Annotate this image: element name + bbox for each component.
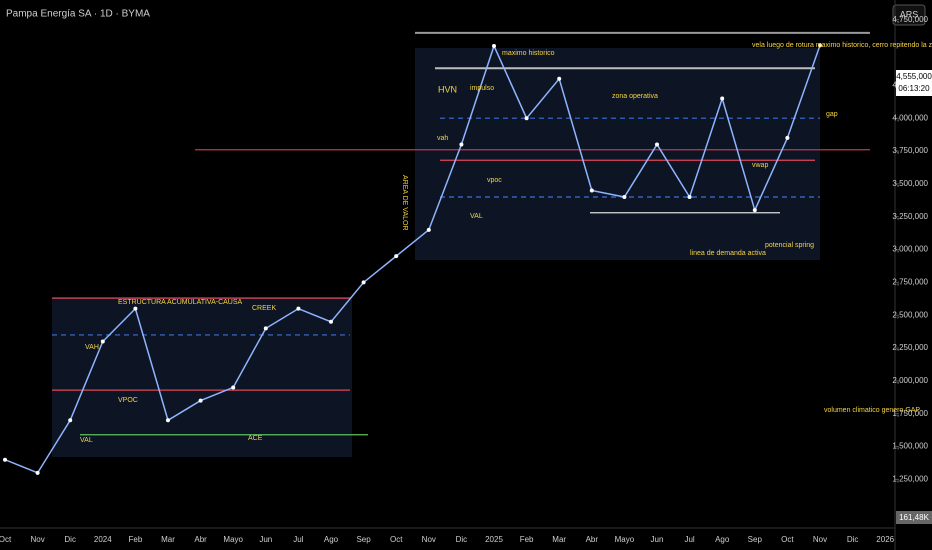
x-tick-label: Oct: [390, 535, 403, 544]
y-tick-label: 2,000,000: [892, 376, 928, 385]
x-tick-label: 2026: [876, 535, 894, 544]
x-tick-label: Jun: [259, 535, 272, 544]
x-tick-label: Dic: [64, 535, 76, 544]
price-point: [459, 142, 464, 147]
price-point: [100, 339, 105, 344]
price-point: [818, 43, 822, 48]
volume-profile-zone: [415, 48, 820, 260]
price-point: [263, 326, 268, 331]
x-tick-label: Oct: [781, 535, 794, 544]
x-tick-label: Feb: [520, 535, 534, 544]
price-point: [329, 319, 333, 324]
y-tick-label: 1,500,000: [892, 442, 928, 451]
volume-tag-text: 161,48K: [899, 513, 929, 522]
annotation: VAL: [470, 213, 483, 220]
y-tick-label: 1,750,000: [892, 409, 928, 418]
x-tick-label: Oct: [0, 535, 12, 544]
annotation: gap: [826, 111, 838, 118]
price-point: [166, 418, 170, 423]
x-tick-label: Mayo: [615, 535, 635, 544]
y-tick-label: 4,750,000: [892, 15, 928, 24]
annotation: VAL: [80, 437, 93, 444]
y-tick-label: 2,500,000: [892, 310, 928, 319]
x-tick-label: Nov: [422, 535, 436, 544]
x-tick-label: Dic: [456, 535, 468, 544]
price-point: [133, 306, 138, 311]
price-point: [68, 418, 73, 423]
annotation: vpoc: [487, 177, 502, 184]
x-tick-label: Mar: [552, 535, 566, 544]
price-point: [35, 470, 40, 475]
annotation: zona operativa: [612, 93, 658, 100]
price-tag-countdown: 06:13:20: [898, 84, 930, 93]
price-point: [655, 142, 659, 147]
y-tick-label: 2,750,000: [892, 277, 928, 286]
currency[interactable]: ARS: [900, 9, 919, 19]
annotation: VPOC: [118, 397, 138, 404]
price-tag: [896, 70, 932, 96]
y-tick-label: 3,750,000: [892, 146, 928, 155]
price-point: [361, 280, 366, 285]
annotation: vah: [437, 135, 448, 142]
annotation: ESTRUCTURA ACUMULATIVA-CAUSA: [118, 299, 243, 306]
annotation: volumen climatico genero GAP: [824, 407, 920, 414]
price-point: [752, 208, 757, 213]
x-tick-label: Abr: [586, 535, 599, 544]
x-tick-label: Ago: [715, 535, 730, 544]
price-point: [589, 188, 594, 193]
x-tick-label: Nov: [30, 535, 44, 544]
annotation: linea de demanda activa: [690, 250, 766, 257]
price-point: [492, 43, 496, 48]
price-point: [785, 135, 790, 140]
y-tick-label: 1,250,000: [892, 475, 928, 484]
x-tick-label: 2024: [94, 535, 112, 544]
y-tick-label: 4,000,000: [892, 113, 928, 122]
price-point: [426, 227, 431, 232]
annotation: VAH: [85, 344, 99, 351]
price-point: [687, 195, 692, 200]
annotation: ACE: [248, 435, 263, 442]
price-point: [394, 254, 399, 259]
annotation: vwap: [752, 162, 768, 169]
y-tick-label: 3,000,000: [892, 245, 928, 254]
annotation: CREEK: [252, 305, 276, 312]
price-point: [720, 96, 725, 101]
volume-tag: [896, 511, 932, 524]
x-tick-label: Sep: [748, 535, 763, 544]
annotation: impulso: [470, 85, 494, 92]
y-tick-label: 2,250,000: [892, 343, 928, 352]
x-tick-label: Jul: [293, 535, 303, 544]
price-point: [231, 385, 236, 390]
annotation: HVN: [438, 84, 457, 94]
price-point: [622, 195, 627, 200]
annotation: potencial spring: [765, 242, 814, 249]
y-tick-label: 3,500,000: [892, 179, 928, 188]
y-tick-label: 3,250,000: [892, 212, 928, 221]
x-tick-label: Mar: [161, 535, 175, 544]
x-tick-label: Nov: [813, 535, 827, 544]
x-tick-label: 2025: [485, 535, 503, 544]
price-point: [557, 76, 562, 81]
currency-button[interactable]: [892, 4, 926, 26]
price-point: [296, 306, 301, 311]
x-tick-label: Ago: [324, 535, 339, 544]
price-point: [198, 398, 203, 403]
annotation: maximo historico: [502, 50, 555, 57]
x-tick-label: Jul: [684, 535, 694, 544]
annotation: AREA DE VALOR: [401, 175, 408, 231]
x-tick-label: Sep: [356, 535, 371, 544]
chart-title: Pampa Energía SA · 1D · BYMA: [6, 9, 150, 20]
price-line: [4, 43, 821, 474]
x-tick-label: Dic: [847, 535, 859, 544]
x-tick-label: Jun: [651, 535, 664, 544]
x-tick-label: Mayo: [223, 535, 243, 544]
price-point: [3, 457, 7, 462]
volume-profile-zone: [52, 297, 352, 457]
x-tick-label: Abr: [194, 535, 207, 544]
price-tag-price: 4,555,000: [896, 72, 932, 81]
x-tick-label: Feb: [129, 535, 143, 544]
price-point: [524, 116, 529, 121]
annotation: vela luego de rotura maximo historico, c…: [752, 42, 932, 49]
